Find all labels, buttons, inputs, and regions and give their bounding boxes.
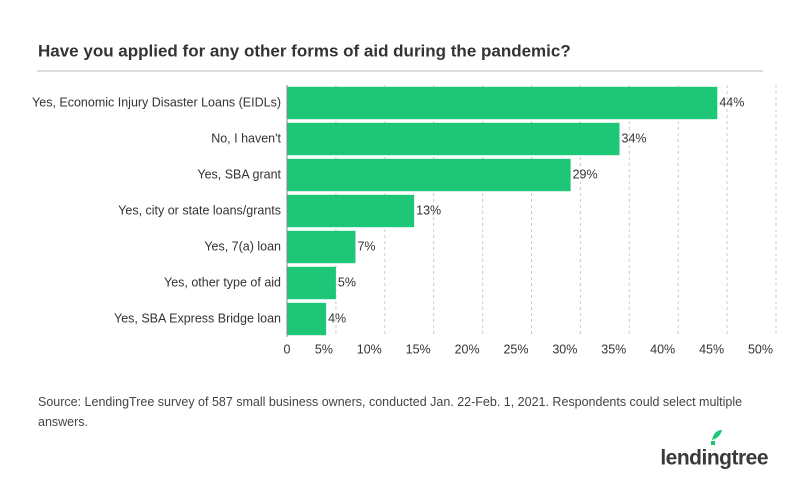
bar: [287, 302, 327, 336]
bars: Yes, Economic Injury Disaster Loans (EID…: [32, 86, 744, 336]
value-label: 13%: [416, 203, 441, 217]
y-tick-label: Yes, SBA Express Bridge loan: [114, 311, 281, 325]
logo-leaf-base: [711, 441, 715, 445]
value-label: 44%: [719, 95, 744, 109]
bar: [287, 230, 356, 264]
x-tick-label: 40%: [650, 342, 675, 356]
value-label: 34%: [622, 131, 647, 145]
x-tick-label: 30%: [552, 342, 577, 356]
x-tick-label: 45%: [699, 342, 724, 356]
value-label: 5%: [338, 275, 356, 289]
logo-text: lendingtree: [660, 447, 768, 470]
x-tick-label: 15%: [406, 342, 431, 356]
x-tick-label: 50%: [748, 342, 773, 356]
chart-title: Have you applied for any other forms of …: [38, 41, 571, 60]
value-label: 29%: [573, 167, 598, 181]
value-label: 4%: [328, 311, 346, 325]
bar: [287, 122, 620, 156]
x-tick-label: 0: [284, 342, 291, 356]
x-tick-label: 5%: [315, 342, 333, 356]
source-note: Source: LendingTree survey of 587 small …: [38, 395, 743, 429]
bar: [287, 158, 571, 192]
y-tick-label: Yes, SBA grant: [197, 167, 281, 181]
x-tick-label: 20%: [455, 342, 480, 356]
logo-leaf: [712, 430, 722, 440]
y-tick-label: Yes, 7(a) loan: [204, 239, 281, 253]
x-tick-label: 35%: [601, 342, 626, 356]
y-tick-label: Yes, other type of aid: [164, 275, 281, 289]
bar: [287, 86, 718, 120]
bar: [287, 194, 415, 228]
x-tick-label: 10%: [357, 342, 382, 356]
y-tick-label: Yes, city or state loans/grants: [118, 203, 281, 217]
x-tick-label: 25%: [503, 342, 528, 356]
bar: [287, 266, 336, 300]
y-tick-label: No, I haven't: [211, 131, 281, 145]
value-label: 7%: [357, 239, 375, 253]
y-tick-label: Yes, Economic Injury Disaster Loans (EID…: [32, 95, 281, 109]
logo: lendingtree: [660, 430, 769, 470]
